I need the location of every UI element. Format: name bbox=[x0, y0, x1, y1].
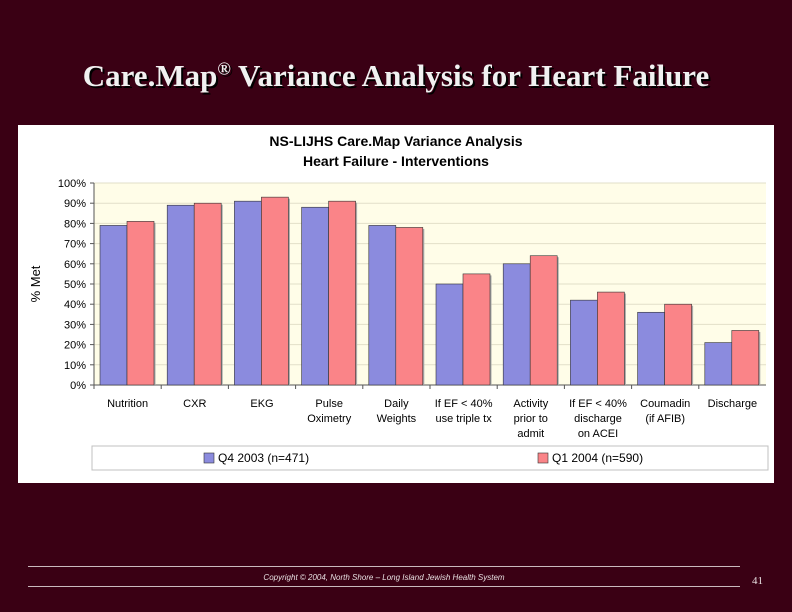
bar-q4-2003 bbox=[301, 206, 329, 386]
x-category-label: If EF < 40% bbox=[569, 398, 627, 410]
bar-q1-2004 bbox=[462, 273, 491, 386]
x-category-label: Daily bbox=[384, 398, 409, 410]
x-category-label: Weights bbox=[377, 413, 417, 425]
legend-label: Q1 2004 (n=590) bbox=[552, 451, 643, 465]
legend-swatch bbox=[203, 452, 215, 464]
bar-q1-2004 bbox=[261, 196, 289, 386]
bar-q1-2004 bbox=[664, 303, 692, 386]
y-tick-label: 0% bbox=[70, 380, 86, 392]
x-category-label: CXR bbox=[183, 398, 206, 410]
x-category-label: Discharge bbox=[708, 398, 758, 410]
legend-box bbox=[91, 445, 769, 471]
bar-q1-2004 bbox=[193, 202, 222, 386]
y-tick-label: 50% bbox=[64, 279, 86, 291]
legend-swatch bbox=[537, 452, 549, 464]
chart-title: NS-LIJHS Care.Map Variance Analysis bbox=[269, 133, 522, 149]
bar-q4-2003 bbox=[234, 200, 262, 386]
bar-chart: NS-LIJHS Care.Map Variance Analysis Heart… bbox=[28, 133, 769, 471]
title-main: Care.Map bbox=[82, 58, 218, 93]
bar-q1-2004 bbox=[328, 200, 356, 386]
bar-q4-2003 bbox=[368, 225, 397, 386]
x-category-label: use triple tx bbox=[435, 413, 492, 425]
registered-mark: ® bbox=[217, 58, 231, 79]
bar-q1-2004 bbox=[597, 291, 625, 386]
bar-q4-2003 bbox=[502, 263, 531, 386]
bar-q4-2003 bbox=[99, 225, 128, 386]
bar-q4-2003 bbox=[637, 311, 665, 386]
legend-label: Q4 2003 (n=471) bbox=[218, 451, 309, 465]
title-rest: Variance Analysis for Heart Failure bbox=[230, 58, 710, 93]
y-tick-label: 40% bbox=[64, 299, 86, 311]
bar-q4-2003 bbox=[704, 342, 733, 386]
y-tick-label: 90% bbox=[64, 198, 86, 210]
y-tick-label: 10% bbox=[64, 360, 86, 372]
bar-q4-2003 bbox=[166, 204, 195, 386]
bar-q1-2004 bbox=[731, 330, 760, 386]
page-number: 41 bbox=[752, 575, 763, 587]
y-tick-label: 100% bbox=[58, 178, 86, 190]
x-category-label: Pulse bbox=[315, 398, 343, 410]
x-category-label: Coumadin bbox=[640, 398, 690, 410]
y-tick-label: 30% bbox=[64, 319, 86, 331]
footer-copyright: Copyright © 2004, North Shore – Long Isl… bbox=[263, 573, 505, 582]
bar-q1-2004 bbox=[126, 221, 155, 386]
bar-q1-2004 bbox=[395, 227, 424, 386]
x-category-label: Nutrition bbox=[107, 398, 148, 410]
x-category-label: on ACEI bbox=[578, 428, 618, 440]
y-tick-label: 70% bbox=[64, 239, 86, 251]
footer-divider-top bbox=[28, 566, 740, 567]
slide-title: Care.Map® Variance Analysis for Heart Fa… bbox=[0, 58, 792, 94]
footer-divider-bottom bbox=[28, 586, 740, 587]
x-category-label: Oximetry bbox=[307, 413, 352, 425]
y-tick-label: 80% bbox=[64, 218, 86, 230]
chart-subtitle: Heart Failure - Interventions bbox=[303, 153, 489, 169]
y-axis-label: % Met bbox=[28, 265, 43, 302]
x-category-label: prior to bbox=[514, 413, 548, 425]
x-category-label: (if AFIB) bbox=[645, 413, 685, 425]
x-category-label: If EF < 40% bbox=[435, 398, 493, 410]
x-category-label: admit bbox=[517, 428, 544, 440]
x-category-label: EKG bbox=[250, 398, 273, 410]
bar-q4-2003 bbox=[435, 283, 464, 386]
x-category-label: discharge bbox=[574, 413, 622, 425]
bar-q1-2004 bbox=[529, 255, 558, 386]
y-tick-label: 20% bbox=[64, 340, 86, 352]
y-tick-label: 60% bbox=[64, 259, 86, 271]
bar-q4-2003 bbox=[570, 299, 598, 386]
x-category-label: Activity bbox=[513, 398, 548, 410]
chart-panel: NS-LIJHS Care.Map Variance Analysis Heart… bbox=[18, 125, 774, 483]
